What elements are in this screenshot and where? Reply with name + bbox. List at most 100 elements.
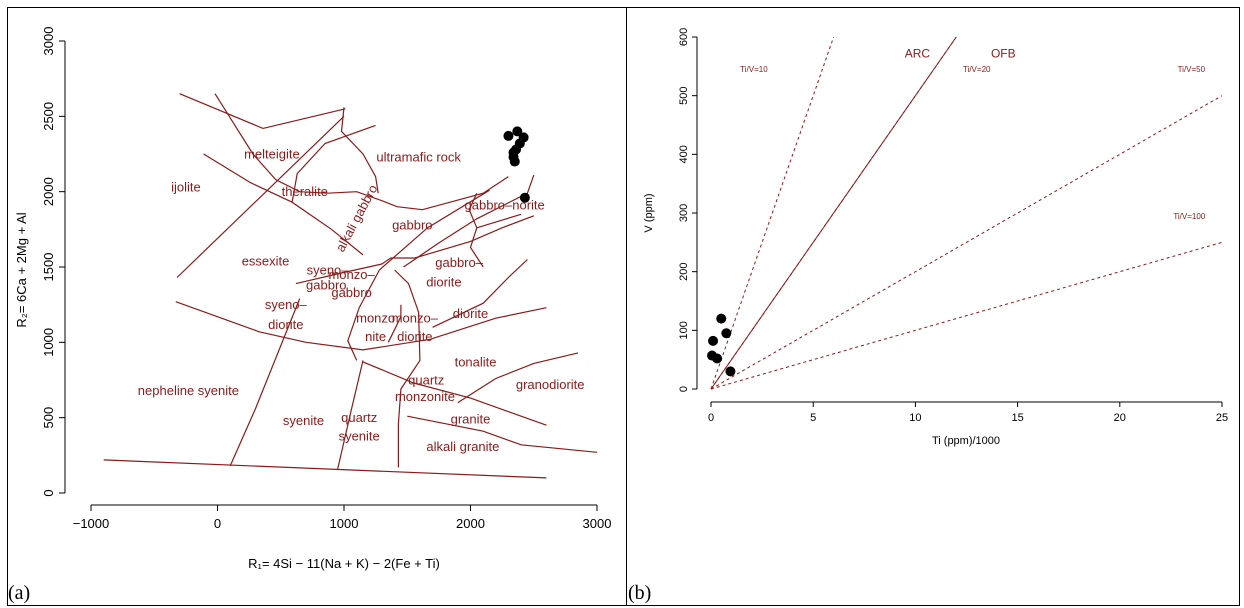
rock-field-label: syeno– [307,263,350,278]
rock-field-label: syenite [339,428,380,443]
ratio-line-ti-v-50 [710,95,1223,390]
x-tick-label: 0 [214,516,221,531]
panel-a-label: (a) [8,582,31,604]
y-tick-label: 0 [678,386,690,392]
field-boundary-8 [407,415,598,453]
x-tick-label: 5 [810,412,816,424]
ratio-line-label: Ti/V=50 [1178,65,1206,74]
y-tick-label: 500 [41,407,56,429]
y-tick-label: 2000 [41,177,56,206]
rock-field-label: gabbro [392,217,432,232]
y-tick-label: 3000 [41,27,56,56]
y-axis-title: R₂= 6Ca + 2Mg + Al [14,212,29,327]
field-boundary-20 [469,213,522,268]
sample-point [708,335,719,346]
sample-point [712,353,723,364]
rock-field-label: monzo [356,311,395,326]
rock-field-label: monzonite [395,389,455,404]
y-tick-label: 600 [678,28,690,46]
rock-field-label: quartz [408,373,444,388]
field-boundary-5 [394,269,421,468]
rock-field-label: gabbro– [435,255,483,270]
rock-field-label: quartz [341,410,377,425]
ratio-line-label: Ti/V=20 [963,65,991,74]
field-boundary-19 [179,93,346,130]
rock-field-label: theralite [282,184,328,199]
sample-point [725,366,736,377]
ratio-line-label: Ti/V=100 [1173,212,1205,221]
x-tick-label: 3000 [583,516,612,531]
x-axis-title: Ti (ppm)/1000 [932,435,1000,447]
field-boundary-11 [295,215,535,285]
field-boundary-3 [362,361,547,426]
field-boundary-2 [175,301,547,351]
y-tick-label: 200 [678,262,690,280]
rock-field-label: ijolite [171,180,201,195]
rock-field-label: tonalite [455,354,497,369]
arc-ofb-divider-line [710,36,957,390]
ratio-line-ti-v-100 [710,241,1223,390]
field-boundary-16 [214,93,509,211]
rock-field-label: diorite [268,317,303,332]
x-tick-label: 20 [1114,412,1126,424]
rock-field-label: diorite [453,306,488,321]
y-tick-label: 300 [678,204,690,222]
x-tick-label: 10 [909,412,921,424]
r1-r2-classification-chart: −1000 0 1000 2000 3000 0 500 1000 1500 2000 2500 30… [14,27,612,571]
rock-field-label: essexite [242,253,290,268]
field-boundary-17 [340,107,379,194]
panel-b-label: (b) [628,582,652,604]
panel-a-frame [7,7,627,606]
rock-field-label: alkali granite [426,439,499,454]
y-axis-title: V (ppm) [643,193,655,232]
y-tick-label: 400 [678,145,690,163]
rock-field-label: syenite [283,413,324,428]
y-tick-label: 500 [678,86,690,104]
sample-point [512,126,523,137]
x-tick-label: −1000 [73,516,110,531]
rock-field-label: monzo– [392,311,439,326]
x-tick-label: 2000 [456,516,485,531]
field-boundary-15 [291,124,376,203]
x-tick-label: 15 [1011,412,1023,424]
field-boundary-9 [457,352,579,404]
x-tick-label: 1000 [330,516,359,531]
sample-point [503,130,514,141]
x-tick-label: 25 [1216,412,1228,424]
y-tick-label: 0 [41,489,56,496]
tectonic-field-label: ARC [905,47,931,61]
tectonic-field-label: OFB [991,47,1016,61]
y-tick-label: 1500 [41,253,56,282]
x-tick-label: 0 [708,412,714,424]
field-boundary-13 [337,360,364,470]
sample-point [509,156,520,167]
rock-field-label: syeno– [265,297,308,312]
rock-field-label: melteigite [244,147,300,162]
field-boundary-18 [468,192,478,229]
field-boundary-4 [347,189,490,361]
y-tick-label: 2500 [41,102,56,131]
rock-field-label: diorite [426,275,461,290]
panel-b-frame [626,7,1240,606]
field-boundary-6 [403,174,535,268]
rock-field-label: nite [365,329,386,344]
field-boundary-1 [176,115,345,278]
rock-field-label: monzo– [328,267,375,282]
rock-field-label: granite [451,412,491,427]
rock-field-label: ultramafic rock [376,150,461,165]
rock-field-label: diorite [397,329,432,344]
field-boundary-7 [432,259,528,328]
field-boundary-10 [387,304,402,343]
ratio-line-ti-v-10 [710,36,835,390]
x-axis-title: R₁= 4Si − 11(Na + K) − 2(Fe + Ti) [248,556,440,571]
rock-field-label: gabbro [306,278,346,293]
rock-field-label: granodiorite [516,377,585,392]
field-boundary-12 [229,298,301,467]
sample-point [716,313,727,324]
ratio-line-label: Ti/V=10 [740,65,768,74]
rock-field-label: gabbro [331,285,371,300]
sample-point [519,192,530,203]
rock-field-label: nepheline syenite [138,383,239,398]
